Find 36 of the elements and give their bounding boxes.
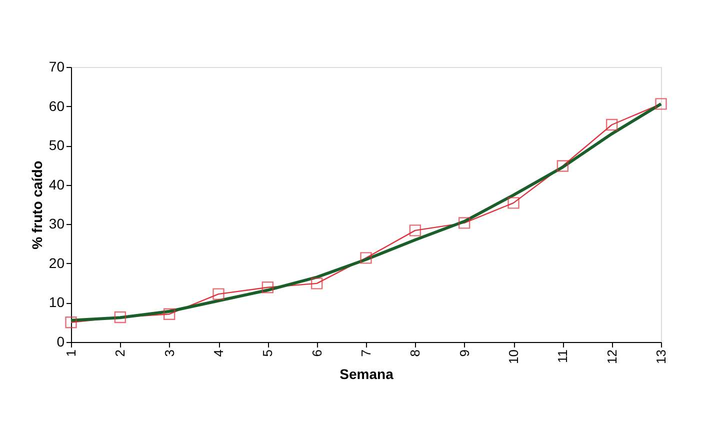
x-tick-label: 7: [358, 350, 374, 357]
point: [508, 197, 520, 209]
y-tick-label: 30: [48, 216, 65, 232]
point: [114, 311, 126, 324]
x-tick-label: 11: [555, 350, 570, 363]
x-tick-label: 8: [408, 350, 423, 357]
x-tick-label: 10: [506, 350, 521, 364]
y-tick-label: 40: [48, 176, 65, 192]
point: [556, 160, 569, 172]
point: [360, 252, 372, 264]
y-tick-label: 70: [48, 58, 65, 74]
x-tick-label: 12: [604, 350, 620, 364]
point: [310, 278, 323, 290]
x-tick-label: 13: [654, 350, 668, 364]
y-tick-label: 60: [48, 98, 65, 114]
point: [409, 224, 422, 236]
x-tick-label: 4: [211, 350, 226, 357]
x-tick-label: 5: [260, 350, 276, 357]
x-tick-label: 3: [162, 350, 177, 357]
y-tick-label: 50: [48, 137, 65, 154]
point: [163, 308, 176, 320]
point: [65, 316, 77, 328]
x-axis-title: Semana: [340, 366, 394, 382]
y-axis-title: % fruto caído: [28, 160, 45, 250]
point: [606, 118, 618, 131]
x-tick-label: 1: [64, 350, 78, 357]
point: [458, 217, 470, 229]
y-tick-label: 0: [56, 334, 65, 350]
point: [262, 282, 274, 294]
x-tick-label: 2: [112, 350, 128, 357]
x-tick-label: 6: [309, 350, 324, 357]
point: [655, 98, 667, 110]
x-tick-label: 9: [456, 350, 472, 357]
y-tick-label: 20: [48, 254, 65, 271]
y-tick-label: 10: [48, 294, 65, 310]
point: [212, 288, 224, 300]
